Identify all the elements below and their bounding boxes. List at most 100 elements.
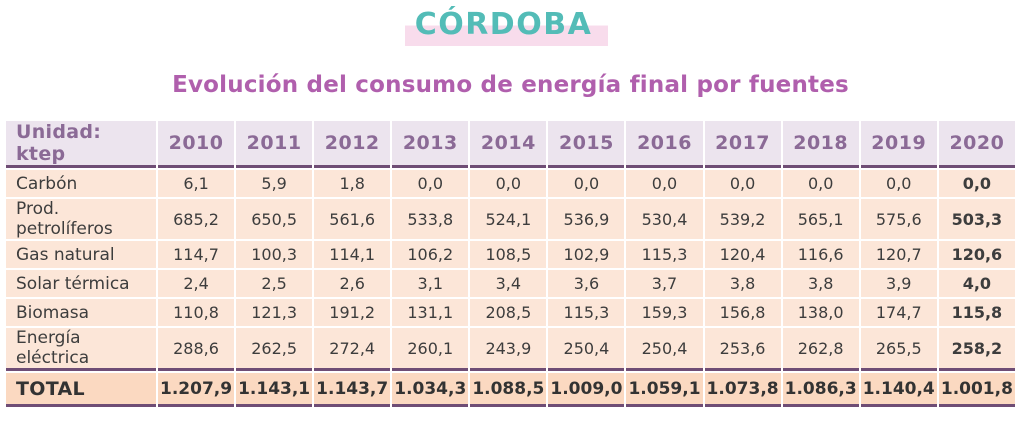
value-cell: 156,8 bbox=[704, 299, 781, 326]
row-label: Solar térmica bbox=[6, 270, 156, 297]
value-cell: 191,2 bbox=[314, 299, 391, 326]
value-cell: 262,8 bbox=[782, 328, 859, 371]
value-cell: 262,5 bbox=[236, 328, 313, 371]
value-cell: 561,6 bbox=[314, 199, 391, 239]
value-cell: 1,8 bbox=[314, 170, 391, 197]
value-cell: 159,3 bbox=[626, 299, 703, 326]
energy-consumption-table: Unidad: ktep 2010 2011 2012 2013 2014 2015 2016… bbox=[4, 119, 1017, 409]
value-cell: 272,4 bbox=[314, 328, 391, 371]
value-cell: 565,1 bbox=[782, 199, 859, 239]
value-cell: 102,9 bbox=[548, 241, 625, 268]
year-header-2020: 2020 bbox=[938, 121, 1015, 168]
value-cell: 115,3 bbox=[626, 241, 703, 268]
value-cell: 120,4 bbox=[704, 241, 781, 268]
total-row: TOTAL 1.207,9 1.143,1 1.143,7 1.034,3 1.088,5… bbox=[6, 373, 1015, 407]
year-header-2014: 2014 bbox=[470, 121, 547, 168]
header-row: Unidad: ktep 2010 2011 2012 2013 2014 2015 2016… bbox=[6, 121, 1015, 168]
title-section: CÓRDOBA bbox=[0, 0, 1021, 46]
value-cell: 258,2 bbox=[938, 328, 1015, 371]
value-cell: 110,8 bbox=[158, 299, 235, 326]
table-footer: TOTAL 1.207,9 1.143,1 1.143,7 1.034,3 1.088,5… bbox=[6, 373, 1015, 407]
year-header-2013: 2013 bbox=[392, 121, 469, 168]
table-header: Unidad: ktep 2010 2011 2012 2013 2014 2015 2016… bbox=[6, 121, 1015, 168]
value-cell: 530,4 bbox=[626, 199, 703, 239]
year-header-2018: 2018 bbox=[782, 121, 859, 168]
value-cell: 106,2 bbox=[392, 241, 469, 268]
total-value-cell: 1.086,3 bbox=[782, 373, 859, 407]
total-value-cell: 1.207,9 bbox=[158, 373, 235, 407]
total-value-cell: 1.143,1 bbox=[236, 373, 313, 407]
total-label: TOTAL bbox=[6, 373, 156, 407]
value-cell: 3,6 bbox=[548, 270, 625, 297]
value-cell: 120,7 bbox=[860, 241, 937, 268]
row-label: Prod. petrolíferos bbox=[6, 199, 156, 239]
value-cell: 250,4 bbox=[626, 328, 703, 371]
table-row: Energía eléctrica 288,6 262,5 272,4 260,1 243… bbox=[6, 328, 1015, 371]
table-row: Prod. petrolíferos 685,2 650,5 561,6 533,8 52… bbox=[6, 199, 1015, 239]
year-header-2016: 2016 bbox=[626, 121, 703, 168]
value-cell: 2,4 bbox=[158, 270, 235, 297]
total-value-cell: 1.001,8 bbox=[938, 373, 1015, 407]
total-value-cell: 1.143,7 bbox=[314, 373, 391, 407]
year-header-2011: 2011 bbox=[236, 121, 313, 168]
total-value-cell: 1.073,8 bbox=[704, 373, 781, 407]
value-cell: 0,0 bbox=[704, 170, 781, 197]
value-cell: 174,7 bbox=[860, 299, 937, 326]
total-value-cell: 1.034,3 bbox=[392, 373, 469, 407]
value-cell: 6,1 bbox=[158, 170, 235, 197]
value-cell: 108,5 bbox=[470, 241, 547, 268]
value-cell: 0,0 bbox=[626, 170, 703, 197]
value-cell: 536,9 bbox=[548, 199, 625, 239]
value-cell: 533,8 bbox=[392, 199, 469, 239]
value-cell: 3,9 bbox=[860, 270, 937, 297]
value-cell: 0,0 bbox=[548, 170, 625, 197]
value-cell: 115,8 bbox=[938, 299, 1015, 326]
value-cell: 3,8 bbox=[704, 270, 781, 297]
table-row: Biomasa 110,8 121,3 191,2 131,1 208,5 115,3 159… bbox=[6, 299, 1015, 326]
table-row: Solar térmica 2,4 2,5 2,6 3,1 3,4 3,6 3,7 3,8 3,8… bbox=[6, 270, 1015, 297]
value-cell: 3,1 bbox=[392, 270, 469, 297]
value-cell: 575,6 bbox=[860, 199, 937, 239]
value-cell: 265,5 bbox=[860, 328, 937, 371]
value-cell: 138,0 bbox=[782, 299, 859, 326]
table-row: Gas natural 114,7 100,3 114,1 106,2 108,5 102,… bbox=[6, 241, 1015, 268]
total-value-cell: 1.009,0 bbox=[548, 373, 625, 407]
value-cell: 503,3 bbox=[938, 199, 1015, 239]
value-cell: 243,9 bbox=[470, 328, 547, 371]
value-cell: 114,1 bbox=[314, 241, 391, 268]
value-cell: 116,6 bbox=[782, 241, 859, 268]
table-body: Carbón 6,1 5,9 1,8 0,0 0,0 0,0 0,0 0,0 0,0 0,0 0,0 P… bbox=[6, 170, 1015, 371]
row-label: Biomasa bbox=[6, 299, 156, 326]
total-value-cell: 1.088,5 bbox=[470, 373, 547, 407]
total-value-cell: 1.140,4 bbox=[860, 373, 937, 407]
value-cell: 3,7 bbox=[626, 270, 703, 297]
value-cell: 253,6 bbox=[704, 328, 781, 371]
value-cell: 3,4 bbox=[470, 270, 547, 297]
value-cell: 131,1 bbox=[392, 299, 469, 326]
unit-label: Unidad: ktep bbox=[6, 121, 156, 168]
table-row: Carbón 6,1 5,9 1,8 0,0 0,0 0,0 0,0 0,0 0,0 0,0 0,0 bbox=[6, 170, 1015, 197]
value-cell: 288,6 bbox=[158, 328, 235, 371]
value-cell: 100,3 bbox=[236, 241, 313, 268]
value-cell: 114,7 bbox=[158, 241, 235, 268]
row-label: Energía eléctrica bbox=[6, 328, 156, 371]
value-cell: 0,0 bbox=[860, 170, 937, 197]
value-cell: 2,6 bbox=[314, 270, 391, 297]
value-cell: 3,8 bbox=[782, 270, 859, 297]
value-cell: 0,0 bbox=[938, 170, 1015, 197]
value-cell: 208,5 bbox=[470, 299, 547, 326]
value-cell: 2,5 bbox=[236, 270, 313, 297]
value-cell: 685,2 bbox=[158, 199, 235, 239]
value-cell: 539,2 bbox=[704, 199, 781, 239]
value-cell: 524,1 bbox=[470, 199, 547, 239]
total-value-cell: 1.059,1 bbox=[626, 373, 703, 407]
year-header-2015: 2015 bbox=[548, 121, 625, 168]
year-header-2019: 2019 bbox=[860, 121, 937, 168]
page-subtitle: Evolución del consumo de energía final p… bbox=[172, 72, 849, 98]
year-header-2017: 2017 bbox=[704, 121, 781, 168]
value-cell: 250,4 bbox=[548, 328, 625, 371]
value-cell: 650,5 bbox=[236, 199, 313, 239]
value-cell: 121,3 bbox=[236, 299, 313, 326]
page-title: CÓRDOBA bbox=[404, 5, 609, 46]
